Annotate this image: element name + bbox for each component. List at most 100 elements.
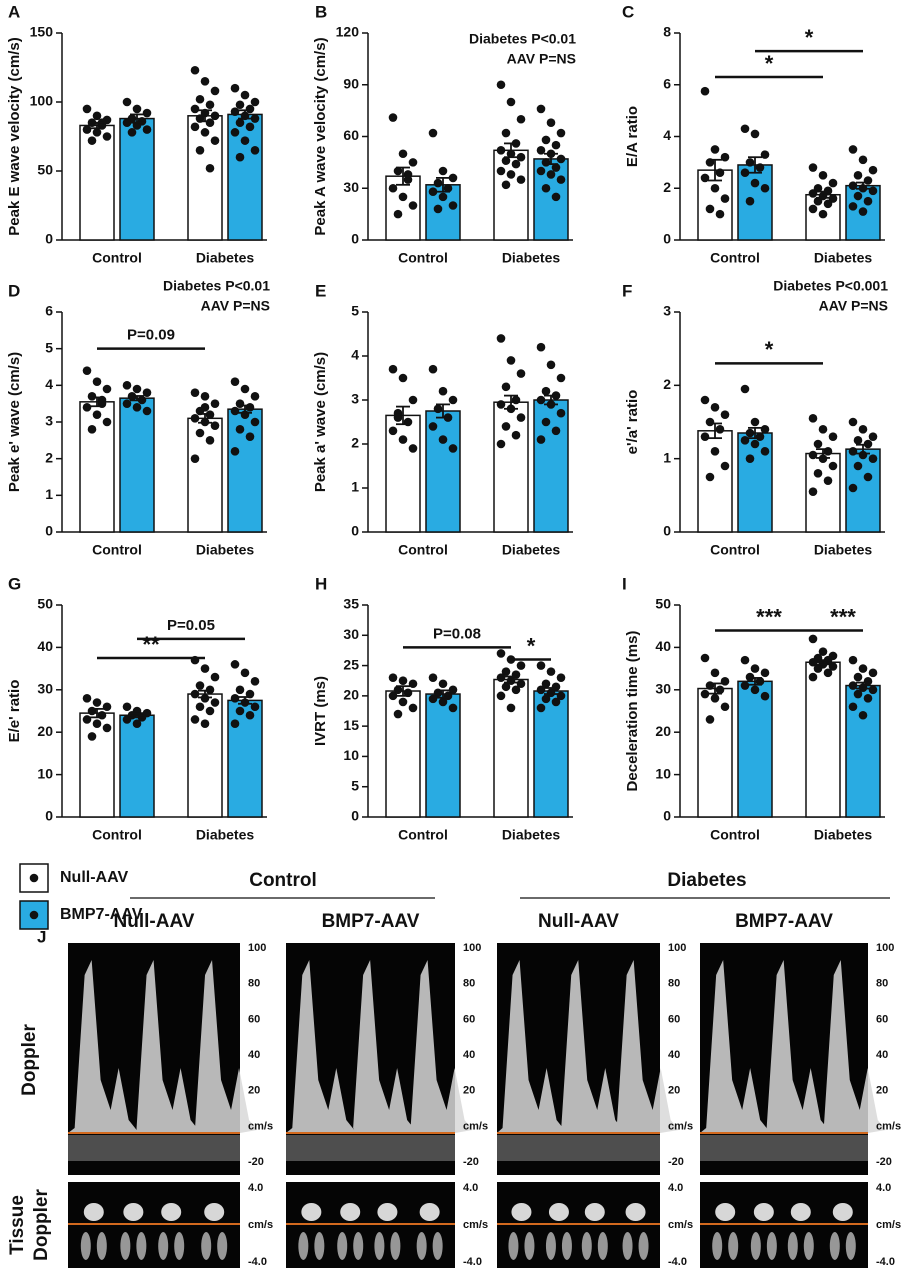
tissue-blob [201, 1232, 212, 1260]
tissue-scale-label: cm/s [668, 1219, 693, 1231]
data-point [102, 384, 112, 394]
data-point [393, 685, 403, 695]
y-tick-label: 0 [663, 808, 671, 824]
data-point [740, 681, 750, 690]
panel-label: E [315, 281, 326, 300]
data-point [142, 108, 152, 118]
data-point [408, 444, 418, 453]
data-point [433, 404, 443, 414]
data-point [740, 124, 750, 134]
data-point [501, 422, 511, 431]
data-point [715, 209, 725, 219]
data-point [516, 413, 526, 422]
data-point [408, 158, 418, 167]
data-point [200, 403, 210, 412]
significance-label: P=0.05 [167, 617, 215, 634]
data-point [428, 187, 438, 196]
x-tick-label: Control [92, 542, 142, 558]
bar [425, 693, 461, 818]
data-point [551, 140, 561, 150]
data-point [828, 461, 838, 471]
y-tick-label: 0 [45, 231, 53, 247]
data-point [868, 165, 878, 175]
data-point [808, 657, 818, 667]
data-point [122, 97, 132, 107]
data-point [818, 171, 828, 180]
tissue-blob [298, 1232, 309, 1260]
tissue-blob [83, 1203, 104, 1221]
data-point [551, 697, 561, 707]
data-point [230, 719, 240, 729]
y-axis-label: E/e' ratio [6, 680, 23, 743]
data-point [398, 373, 408, 383]
data-point [501, 682, 511, 692]
data-point [501, 156, 511, 165]
data-point [230, 83, 240, 93]
data-point [250, 146, 260, 155]
y-tick-label: 40 [655, 638, 671, 654]
data-point [205, 436, 215, 445]
data-point [760, 150, 770, 159]
panel-label: H [315, 574, 327, 593]
x-tick-label: Diabetes [814, 542, 873, 558]
x-tick-label: Control [398, 827, 448, 843]
data-point [496, 673, 506, 682]
x-tick-label: Control [398, 542, 448, 558]
doppler-scale-label: 20 [248, 1085, 260, 1097]
data-point [438, 679, 448, 689]
data-point [235, 118, 245, 127]
data-point [858, 425, 868, 434]
data-point [541, 417, 551, 427]
data-point [848, 447, 858, 456]
tissue-scale-label: 4.0 [248, 1182, 263, 1194]
tissue-scale-label: -4.0 [463, 1256, 482, 1268]
data-point [813, 196, 823, 206]
x-tick-label: Control [710, 250, 760, 266]
data-point [853, 436, 863, 445]
doppler-scale-label: cm/s [463, 1120, 488, 1132]
y-tick-label: 150 [30, 24, 54, 40]
y-tick-label: 4 [45, 376, 53, 392]
y-tick-label: 0 [45, 523, 53, 539]
data-point [710, 693, 720, 703]
data-point [863, 693, 873, 703]
data-point [858, 710, 868, 720]
data-point [556, 373, 566, 383]
data-point [868, 186, 878, 196]
y-tick-label: 10 [343, 747, 359, 763]
tissue-blob [829, 1232, 840, 1260]
doppler-scale-label: -20 [463, 1156, 479, 1168]
tissue-scale-label: 4.0 [668, 1182, 683, 1194]
doppler-scale-label: 100 [463, 942, 481, 954]
doppler-scale-label: 100 [876, 942, 894, 954]
data-point [848, 702, 858, 712]
data-point [848, 145, 858, 154]
data-point [250, 114, 260, 123]
data-point [388, 691, 398, 701]
data-point [496, 400, 506, 409]
tissue-blob [728, 1232, 739, 1260]
data-point [720, 677, 730, 686]
tissue-blob [712, 1232, 723, 1260]
data-point [433, 204, 443, 214]
data-point [848, 483, 858, 493]
y-tick-label: 1 [45, 486, 53, 502]
data-point [823, 476, 833, 485]
data-point [428, 364, 438, 374]
data-point [200, 719, 210, 729]
data-point [808, 487, 818, 496]
data-point [501, 180, 511, 190]
data-point [102, 702, 112, 712]
doppler-scale-label: -20 [876, 1156, 892, 1168]
data-point [205, 100, 215, 110]
tissue-blob [548, 1203, 569, 1221]
data-point [496, 649, 506, 658]
data-point [541, 158, 551, 167]
data-point [448, 703, 458, 713]
data-point [210, 136, 220, 145]
column-label: BMP7-AAV [735, 911, 833, 932]
doppler-wave [497, 960, 679, 1133]
data-point [848, 181, 858, 190]
x-tick-label: Diabetes [814, 250, 873, 266]
tissue-blob [80, 1232, 91, 1260]
